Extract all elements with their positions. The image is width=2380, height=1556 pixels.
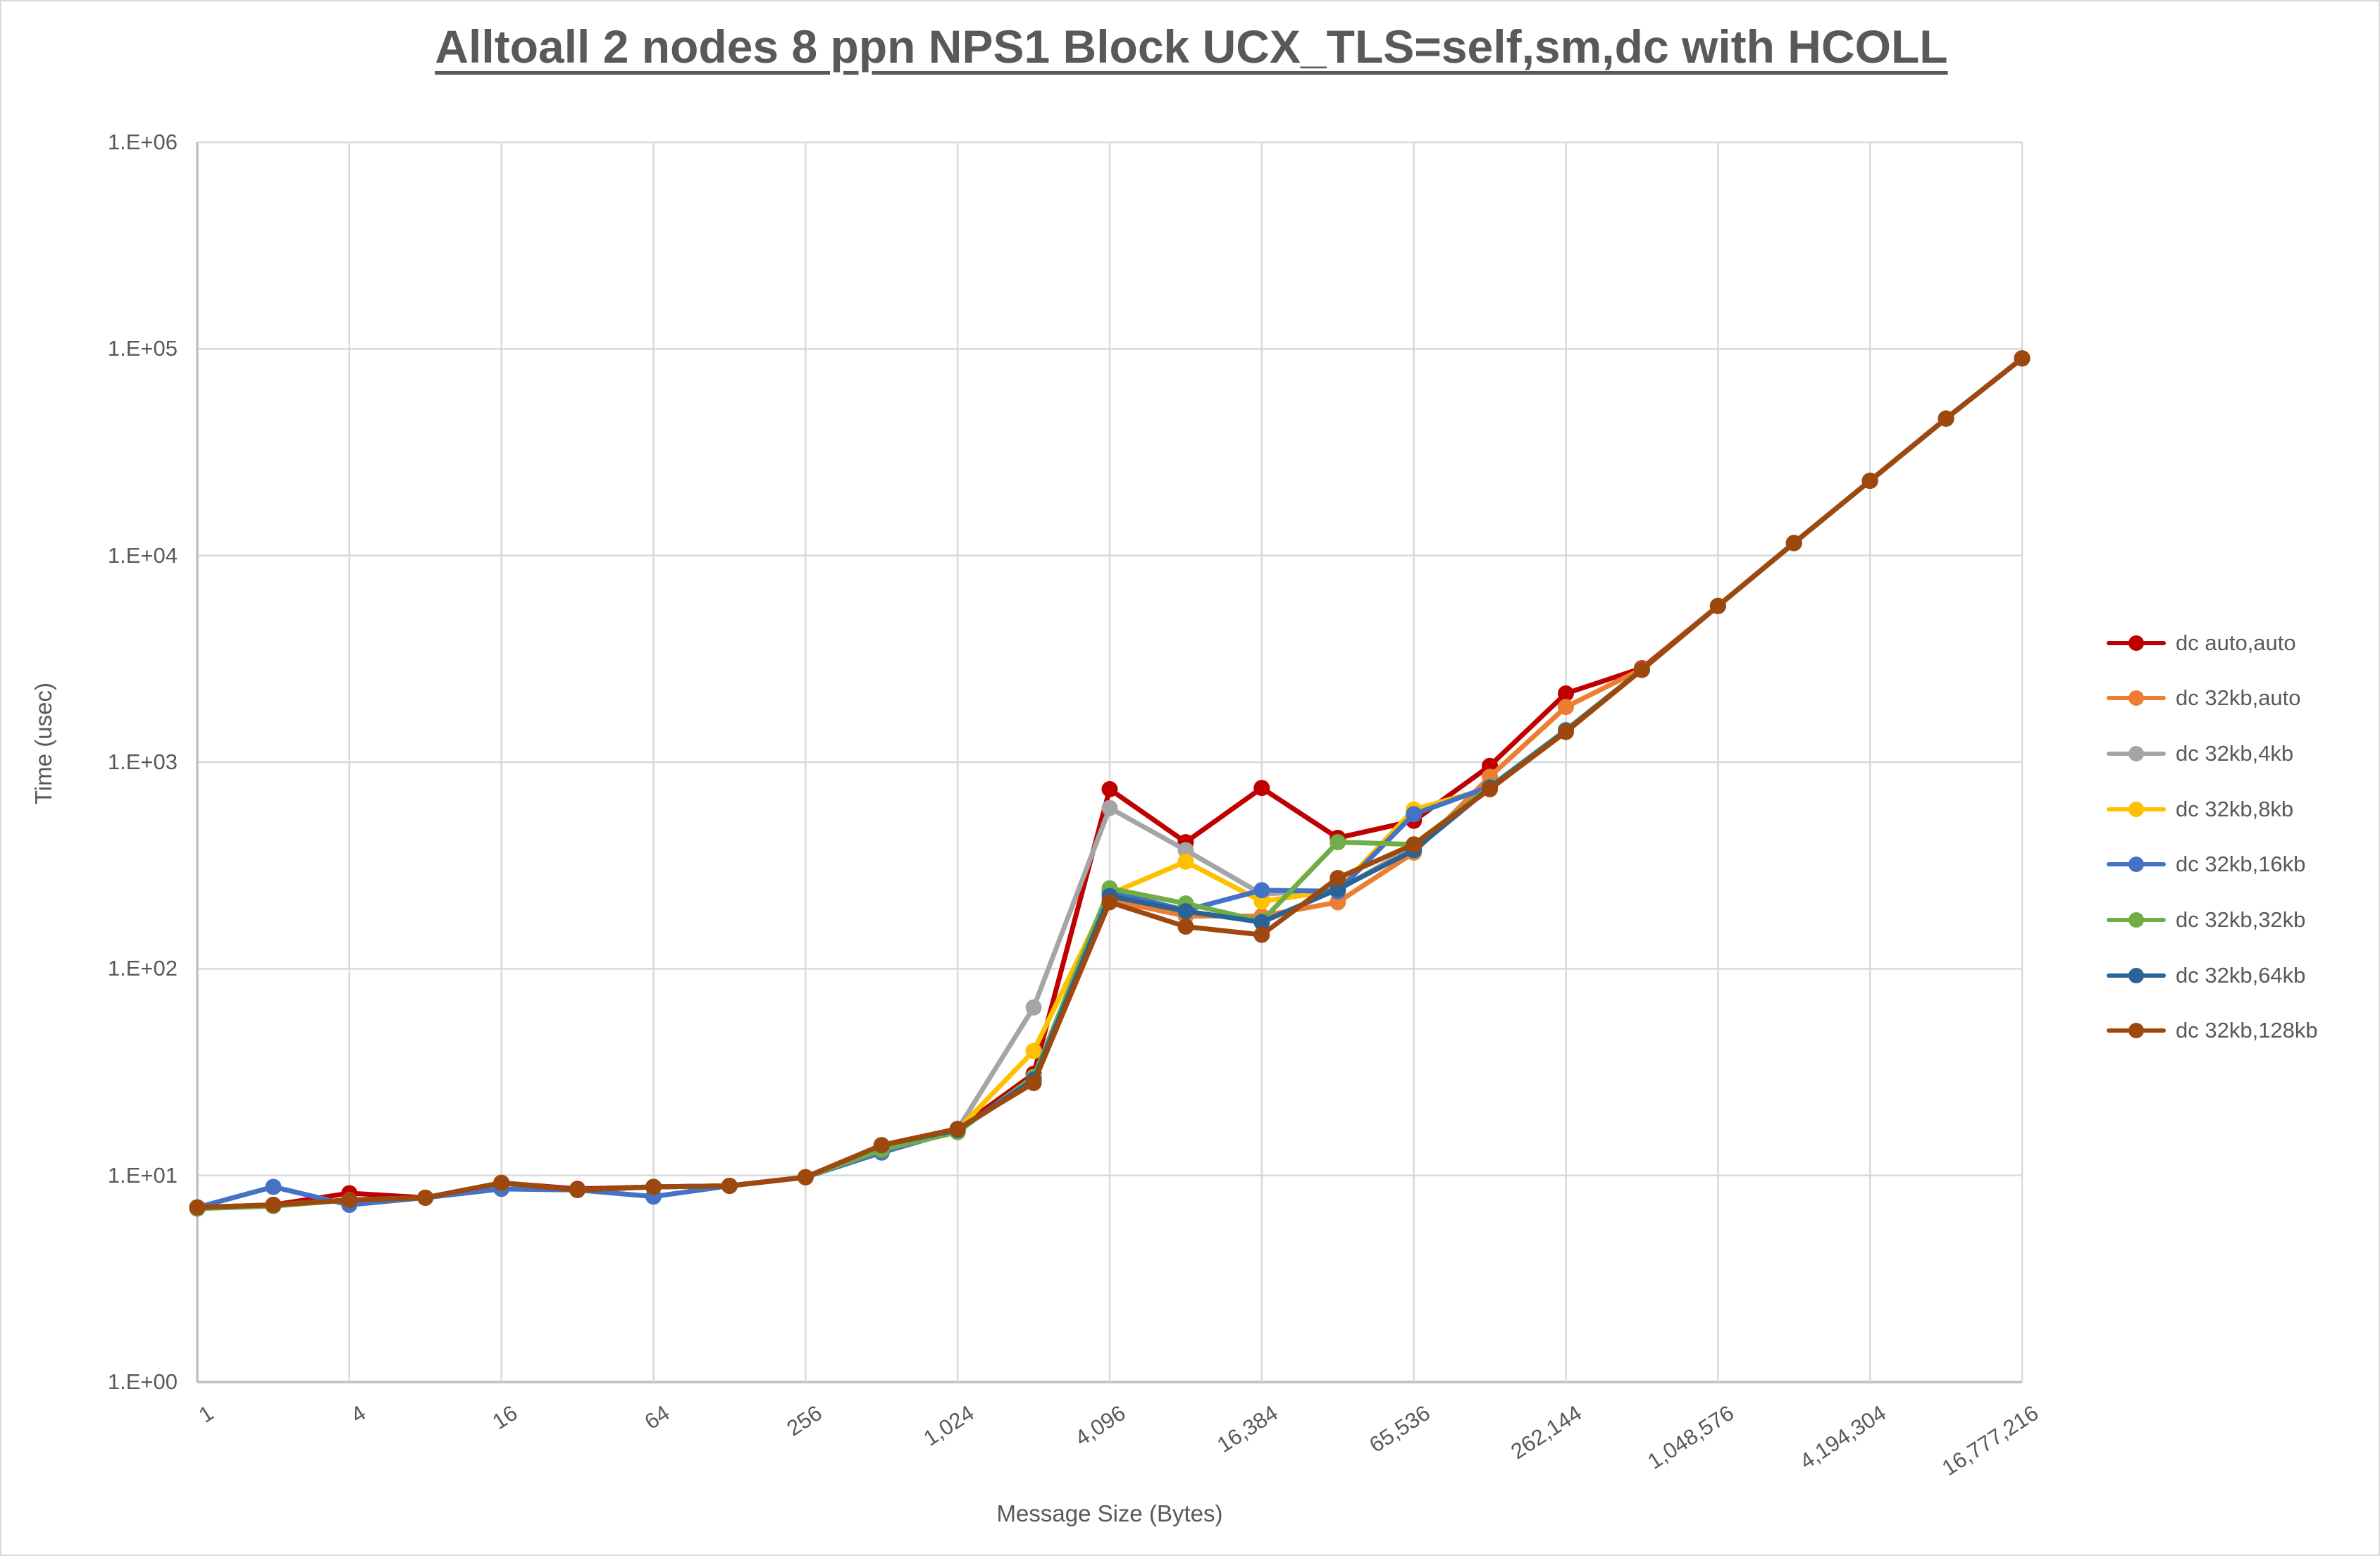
- y-tick-label: 1.E+06: [107, 130, 178, 154]
- legend-label: dc 32kb,8kb: [2176, 796, 2294, 821]
- legend-dot-icon: [2128, 967, 2144, 983]
- series-marker: [1785, 535, 1802, 552]
- series-marker: [1633, 661, 1650, 678]
- series-marker: [265, 1178, 282, 1195]
- x-tick-anchor: 1,048,576: [1628, 1400, 1739, 1474]
- y-tick-label: 1.E+03: [107, 749, 178, 774]
- y-axis-title: Time (usec): [30, 683, 56, 804]
- series-marker: [1253, 893, 1270, 910]
- series-marker: [1101, 780, 1118, 797]
- series-marker: [1253, 780, 1270, 797]
- legend-item: dc auto,auto: [2107, 615, 2296, 671]
- x-tick-anchor: 4,096: [1062, 1400, 1130, 1451]
- legend-dot-icon: [2128, 745, 2144, 761]
- legend-label: dc 32kb,4kb: [2176, 740, 2294, 766]
- x-axis-title: Message Size (Bytes): [996, 1500, 1223, 1526]
- x-tick-anchor: 256: [776, 1400, 826, 1441]
- legend-item: dc 32kb,8kb: [2107, 781, 2293, 837]
- series-marker: [1101, 799, 1118, 816]
- series-marker: [1861, 473, 1878, 490]
- series-marker: [1177, 903, 1194, 920]
- series-marker: [721, 1178, 738, 1195]
- legend-item: dc 32kb,16kb: [2107, 837, 2305, 892]
- x-tick-anchor: 1: [192, 1400, 218, 1428]
- series-marker: [1406, 836, 1423, 853]
- legend-item: dc 32kb,auto: [2107, 671, 2301, 726]
- legend-series-marker-icon: [2107, 635, 2166, 651]
- legend-label: dc 32kb,128kb: [2176, 1018, 2318, 1043]
- x-tick-anchor: 16: [484, 1400, 522, 1434]
- series-marker: [1177, 842, 1194, 859]
- series-marker: [1709, 597, 1726, 614]
- series-marker: [1177, 918, 1194, 935]
- series-marker: [417, 1189, 434, 1206]
- series-marker: [265, 1197, 282, 1214]
- series-marker: [1025, 1075, 1042, 1092]
- series-marker: [569, 1181, 586, 1198]
- series-marker: [1406, 806, 1423, 823]
- series-marker: [797, 1169, 814, 1185]
- x-tick-anchor: 4,194,304: [1780, 1400, 1891, 1474]
- series-marker: [1253, 914, 1270, 931]
- x-tick-anchor: 1,024: [910, 1400, 978, 1451]
- legend-label: dc 32kb,auto: [2176, 685, 2301, 711]
- legend-dot-icon: [2128, 1023, 2144, 1039]
- series-marker: [493, 1174, 510, 1191]
- legend-label: dc 32kb,32kb: [2176, 907, 2306, 932]
- y-tick-label: 1.E+05: [107, 336, 178, 361]
- series-marker: [1330, 869, 1346, 886]
- legend-label: dc 32kb,16kb: [2176, 852, 2306, 877]
- x-tick-anchor: 262,144: [1494, 1400, 1587, 1464]
- legend-dot-icon: [2128, 912, 2144, 928]
- series-marker: [1558, 699, 1574, 716]
- series-marker: [1025, 1042, 1042, 1059]
- legend-series-marker-icon: [2107, 912, 2166, 928]
- legend-dot-icon: [2128, 635, 2144, 651]
- series-marker: [1330, 834, 1346, 851]
- legend-series-marker-icon: [2107, 967, 2166, 983]
- legend-series-marker-icon: [2107, 745, 2166, 761]
- chart-title: Alltoall 2 nodes 8 ppn NPS1 Block UCX_TL…: [435, 20, 1948, 73]
- legend-series-marker-icon: [2107, 801, 2166, 817]
- legend-dot-icon: [2128, 857, 2144, 873]
- legend-item: dc 32kb,128kb: [2107, 1003, 2318, 1059]
- series-marker: [1938, 410, 1954, 427]
- series-marker: [189, 1199, 206, 1216]
- series-marker: [1025, 999, 1042, 1016]
- series-marker: [1558, 685, 1574, 702]
- legend-label: dc 32kb,64kb: [2176, 962, 2306, 988]
- series-marker: [1558, 723, 1574, 740]
- legend-series-marker-icon: [2107, 857, 2166, 873]
- legend-label: dc auto,auto: [2176, 630, 2296, 655]
- legend-series-marker-icon: [2107, 1023, 2166, 1039]
- series-marker: [1177, 853, 1194, 870]
- x-tick-anchor: 16,777,216: [1920, 1400, 2043, 1481]
- legend-series-marker-icon: [2107, 690, 2166, 707]
- x-tick-anchor: 16,384: [1202, 1400, 1282, 1457]
- legend-item: dc 32kb,4kb: [2107, 726, 2293, 781]
- x-tick-anchor: 64: [636, 1400, 674, 1434]
- legend-item: dc 32kb,32kb: [2107, 892, 2305, 948]
- series-marker: [2014, 350, 2031, 367]
- x-tick-anchor: 4: [345, 1400, 370, 1428]
- series-marker: [1330, 880, 1346, 897]
- series-marker: [645, 1178, 662, 1195]
- x-tick-anchor: 65,536: [1354, 1400, 1434, 1457]
- legend-dot-icon: [2128, 801, 2144, 817]
- legend-item: dc 32kb,64kb: [2107, 947, 2305, 1003]
- y-tick-label: 1.E+02: [107, 956, 178, 981]
- y-tick-label: 1.E+00: [107, 1369, 178, 1394]
- y-tick-label: 1.E+01: [107, 1162, 178, 1188]
- series-marker: [1482, 780, 1499, 797]
- series-marker: [949, 1121, 966, 1138]
- series-marker: [873, 1137, 890, 1154]
- legend-dot-icon: [2128, 690, 2144, 707]
- series-marker: [1253, 882, 1270, 899]
- series-marker: [1101, 894, 1118, 911]
- series-marker: [1253, 926, 1270, 943]
- y-tick-label: 1.E+04: [107, 542, 178, 568]
- series-marker: [341, 1192, 358, 1209]
